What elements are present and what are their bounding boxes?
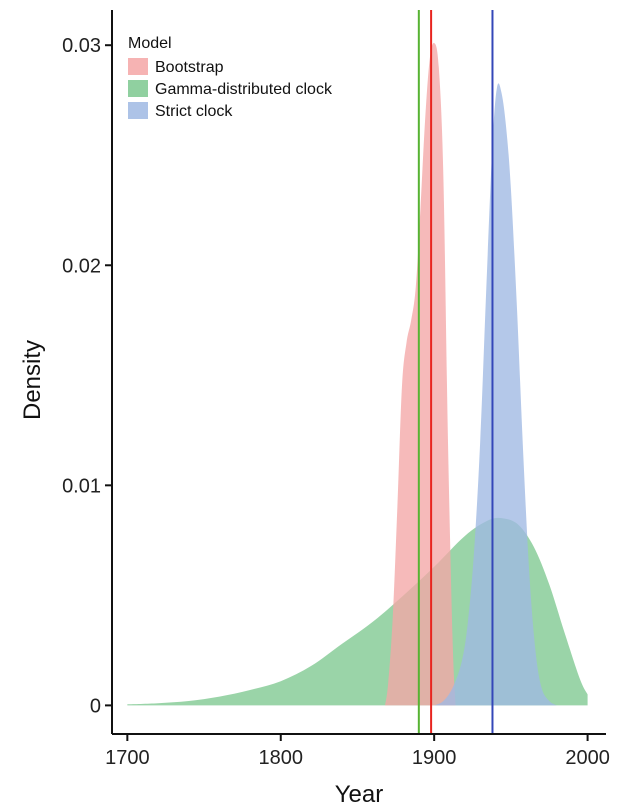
axes — [111, 10, 606, 735]
legend-label: Gamma-distributed clock — [155, 81, 333, 98]
x-axis-title: Year — [335, 781, 384, 808]
y-tick-label: 0 — [90, 695, 101, 717]
x-tick-label: 1700 — [105, 747, 150, 769]
x-tick-label: 2000 — [565, 747, 610, 769]
y-axis-title: Density — [19, 340, 46, 420]
legend: Model Bootstrap Gamma-distributed clock St… — [128, 35, 333, 120]
vertical-lines — [417, 10, 494, 734]
y-tick-label: 0.01 — [62, 475, 101, 497]
density-area-bootstrap — [385, 42, 456, 706]
density-area-strict-clock — [434, 83, 557, 706]
ticks: 1700 1800 1900 2000 0 0.01 0.02 0.03 — [62, 35, 610, 769]
y-tick-label: 0.03 — [62, 35, 101, 57]
y-tick-label: 0.02 — [62, 255, 101, 277]
legend-swatch — [128, 80, 148, 97]
plot-area — [127, 42, 588, 706]
legend-swatch — [128, 58, 148, 75]
legend-label: Strict clock — [155, 103, 233, 120]
x-tick-label: 1900 — [412, 747, 457, 769]
legend-label: Bootstrap — [155, 59, 224, 76]
x-tick-label: 1800 — [259, 747, 304, 769]
legend-title: Model — [128, 35, 172, 52]
legend-swatch — [128, 102, 148, 119]
